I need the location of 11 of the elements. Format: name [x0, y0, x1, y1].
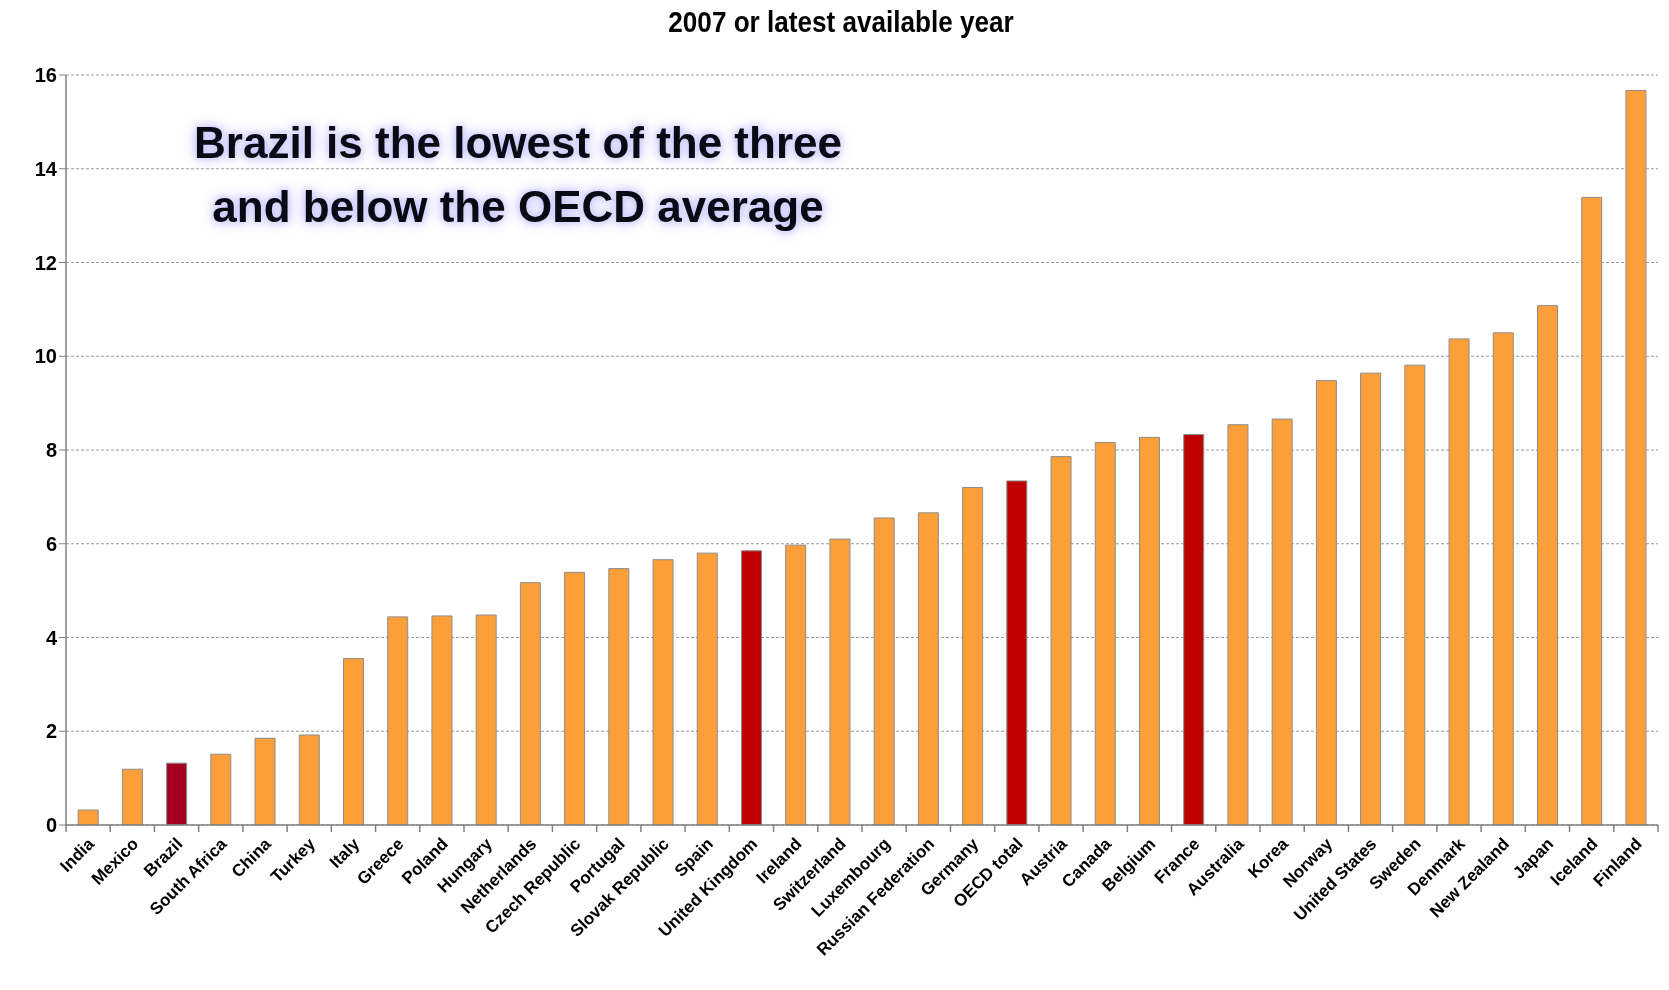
- y-tick-label: 10: [34, 345, 57, 368]
- y-tick-label: 16: [34, 64, 57, 87]
- y-tick-label: 0: [45, 814, 57, 837]
- y-tick-label: 14: [34, 157, 58, 180]
- chart-title: 2007 or latest available year: [667, 5, 1015, 39]
- y-tick-label: 12: [34, 251, 57, 274]
- y-tick-label: 2: [45, 720, 57, 743]
- y-tick-label: 8: [45, 439, 57, 462]
- y-tick-label: 6: [45, 532, 57, 555]
- annotation: Brazil is the lowest of the three and below the OECD average: [193, 117, 843, 233]
- y-tick-label: 4: [45, 626, 58, 649]
